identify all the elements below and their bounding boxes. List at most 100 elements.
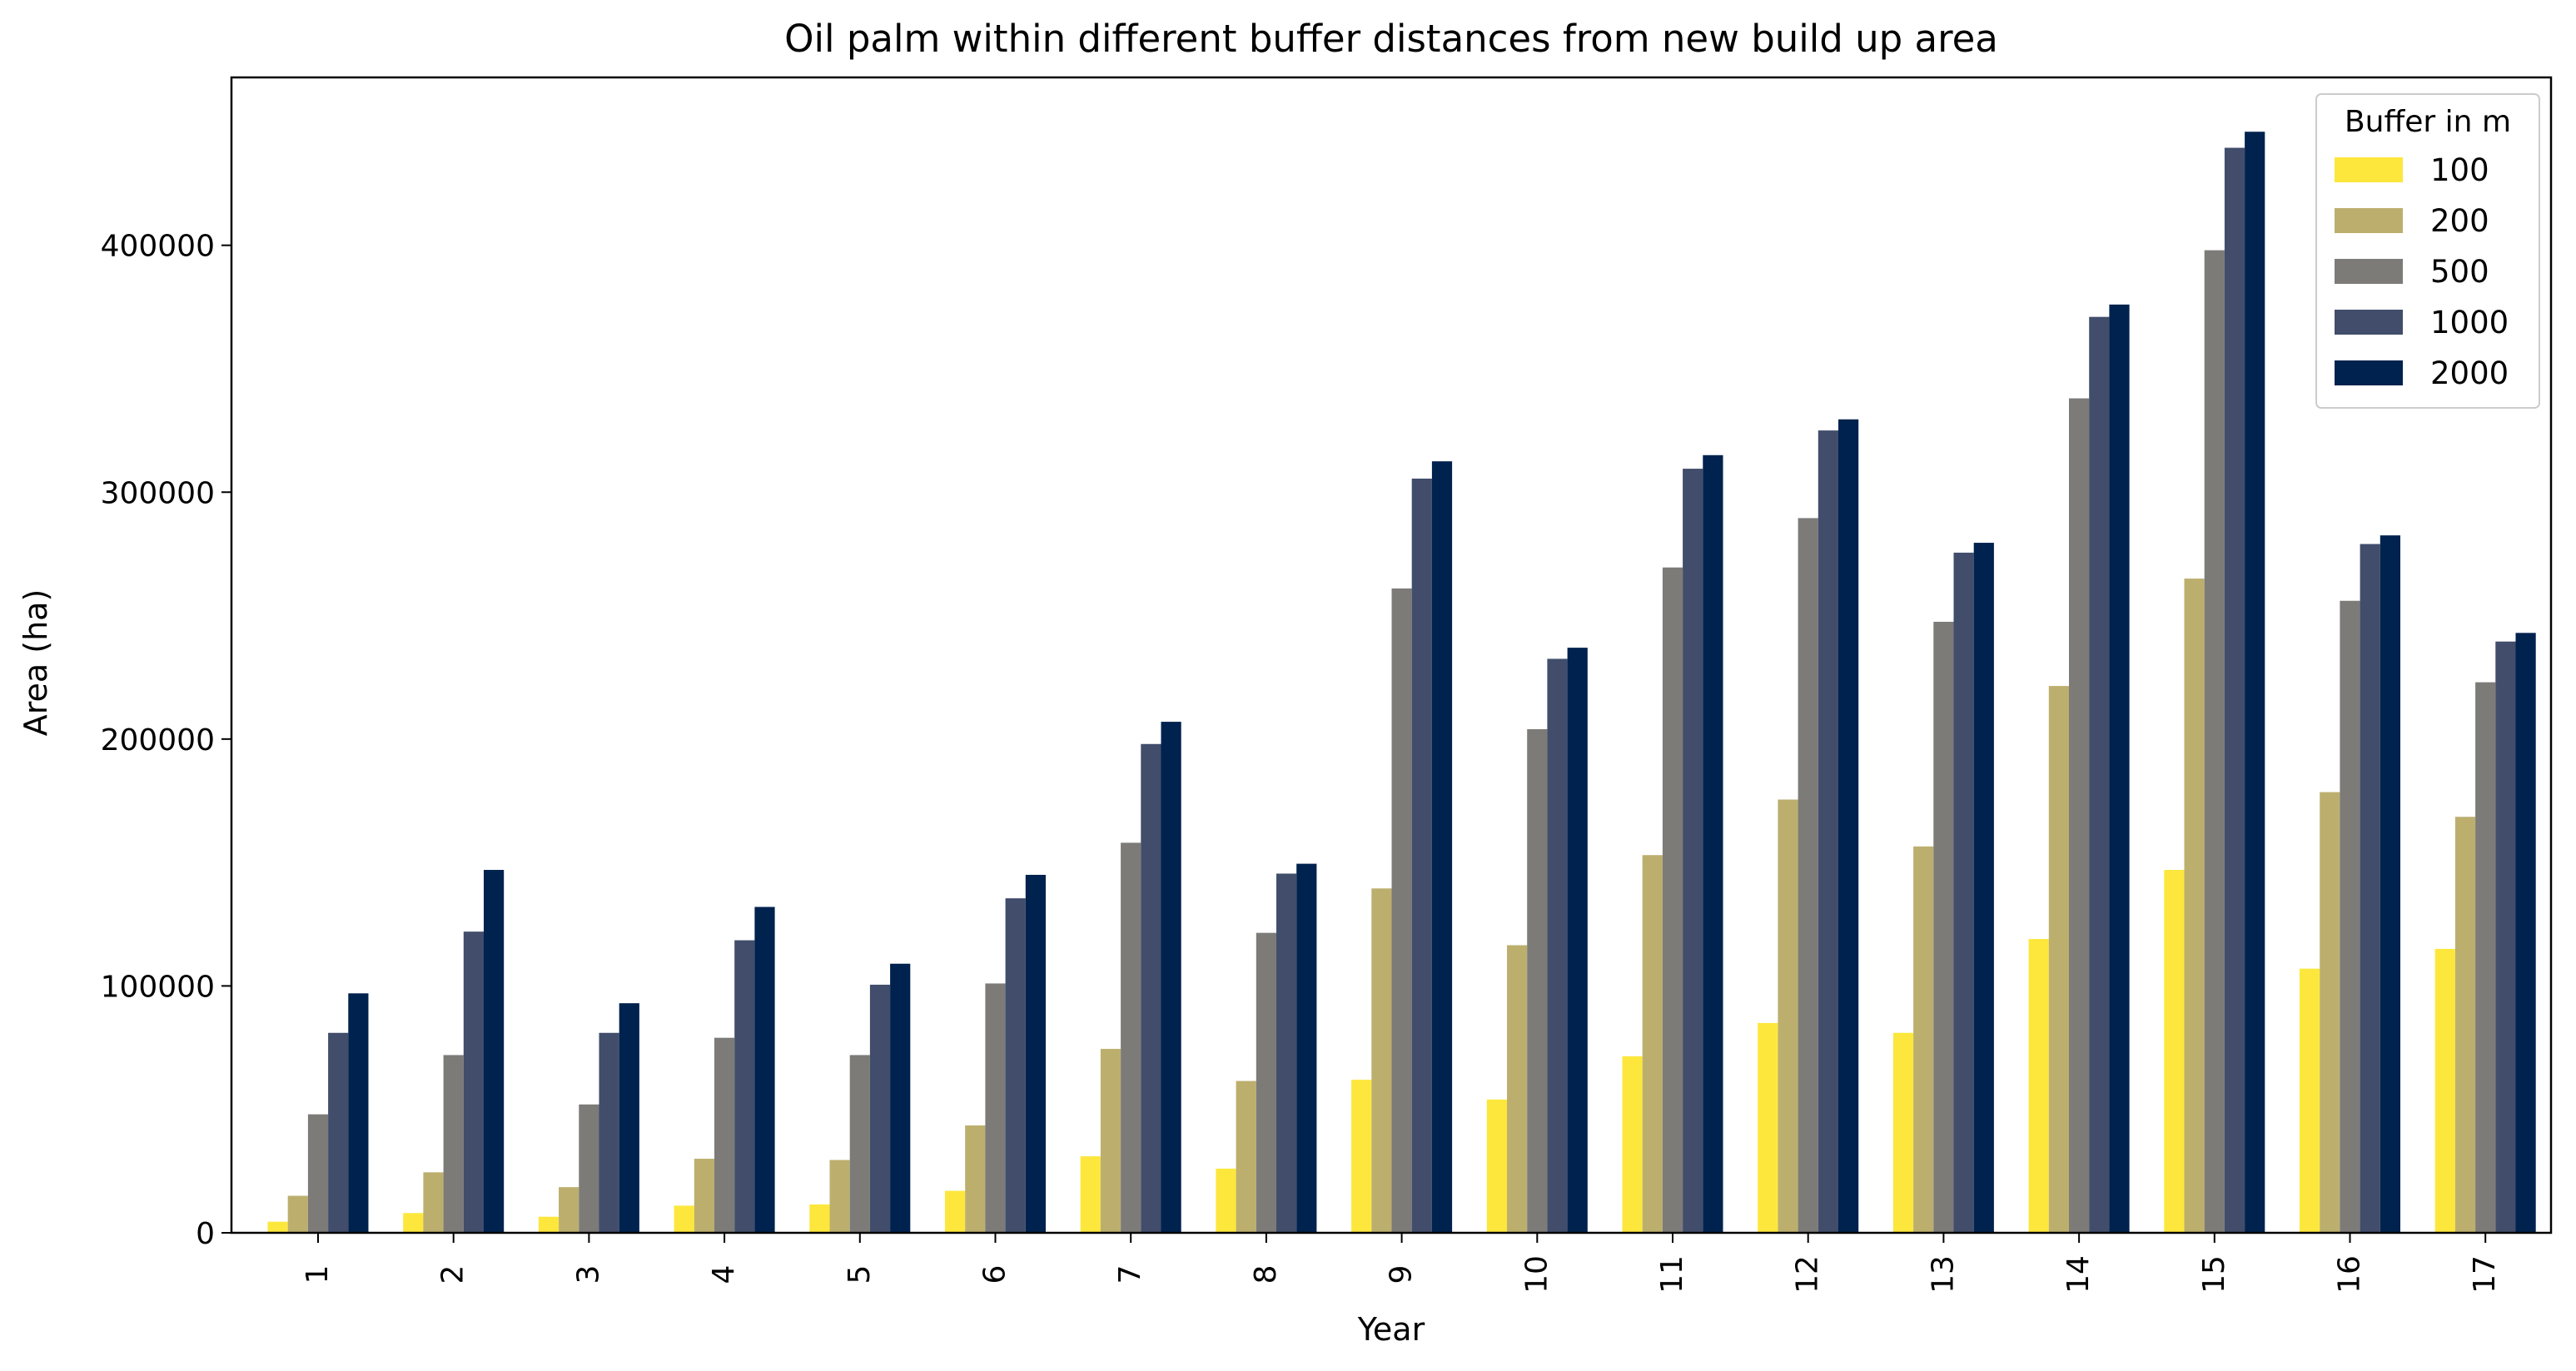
bar-year-1-buffer-200 [287, 1195, 308, 1233]
bar-year-14-buffer-2000 [2109, 304, 2130, 1234]
legend-swatch-100 [2335, 157, 2403, 182]
legend-title: Buffer in m [2345, 105, 2511, 139]
x-tick-label: 10 [1519, 1255, 1554, 1294]
bar-year-8-buffer-2000 [1296, 863, 1317, 1233]
bar-year-16-buffer-100 [2300, 968, 2320, 1233]
bar-year-3-buffer-100 [538, 1216, 559, 1233]
x-tick-label: 9 [1385, 1265, 1419, 1284]
y-tick-label: 300000 [101, 476, 215, 510]
bar-year-13-buffer-200 [1913, 846, 1934, 1233]
x-tick-label: 8 [1249, 1265, 1283, 1284]
y-tick-label: 400000 [101, 230, 215, 264]
bar-year-5-buffer-100 [809, 1204, 830, 1233]
bar-year-2-buffer-1000 [463, 931, 484, 1233]
bar-year-14-buffer-200 [2048, 686, 2069, 1233]
bar-year-17-buffer-1000 [2495, 641, 2516, 1233]
x-tick-label: 17 [2468, 1255, 2502, 1294]
bar-year-3-buffer-2000 [619, 1003, 639, 1233]
bar-year-9-buffer-500 [1391, 588, 1412, 1233]
bar-year-11-buffer-2000 [1703, 455, 1723, 1233]
bar-year-2-buffer-2000 [484, 870, 505, 1233]
bar-year-17-buffer-200 [2454, 817, 2476, 1233]
bar-year-10-buffer-500 [1527, 728, 1548, 1233]
bar-year-4-buffer-100 [674, 1205, 694, 1233]
bar-year-9-buffer-100 [1351, 1080, 1372, 1233]
bar-year-6-buffer-500 [985, 983, 1006, 1233]
y-tick-label: 0 [196, 1217, 215, 1251]
bar-year-6-buffer-2000 [1025, 874, 1046, 1233]
bar-year-4-buffer-1000 [734, 940, 755, 1233]
bar-year-17-buffer-500 [2475, 682, 2496, 1233]
bar-year-16-buffer-1000 [2360, 544, 2380, 1233]
bar-year-4-buffer-500 [714, 1037, 735, 1233]
chart-title: Oil palm within different buffer distanc… [784, 17, 1998, 61]
bar-year-9-buffer-1000 [1411, 478, 1432, 1233]
bar-year-3-buffer-200 [559, 1187, 579, 1233]
x-axis: 1 2 3 4 5 6 7 8 9 10 11 12 13 14 15 16 17 [301, 1233, 2502, 1294]
bar-year-1-buffer-2000 [348, 993, 369, 1233]
legend: Buffer in m 100 200 500 1000 2000 [2315, 93, 2540, 409]
x-tick-label: 2 [436, 1265, 470, 1284]
bar-year-10-buffer-1000 [1547, 658, 1568, 1233]
legend-label-100: 100 [2430, 152, 2489, 188]
bar-year-12-buffer-200 [1778, 799, 1798, 1233]
x-tick-label: 7 [1113, 1265, 1147, 1284]
bar-year-16-buffer-200 [2320, 792, 2340, 1233]
bar-year-4-buffer-200 [694, 1159, 714, 1233]
legend-label-2000: 2000 [2430, 355, 2509, 391]
bar-year-14-buffer-1000 [2089, 316, 2110, 1234]
bar-year-6-buffer-100 [945, 1190, 966, 1233]
bar-year-9-buffer-200 [1371, 888, 1392, 1233]
bar-year-8-buffer-1000 [1276, 873, 1297, 1233]
bar-year-13-buffer-100 [1892, 1032, 1914, 1233]
bar-year-12-buffer-2000 [1838, 419, 1859, 1233]
bar-year-10-buffer-2000 [1567, 648, 1588, 1233]
bar-year-11-buffer-200 [1642, 855, 1663, 1233]
bar-year-17-buffer-2000 [2515, 633, 2536, 1233]
bar-year-12-buffer-100 [1758, 1022, 1778, 1233]
bar-year-9-buffer-2000 [1431, 461, 1453, 1233]
bar-year-2-buffer-200 [423, 1172, 444, 1233]
bar-year-12-buffer-1000 [1818, 430, 1838, 1233]
bar-year-10-buffer-100 [1486, 1099, 1507, 1233]
bar-year-2-buffer-100 [403, 1213, 424, 1233]
bar-year-1-buffer-1000 [328, 1032, 349, 1233]
bar-year-5-buffer-2000 [890, 963, 911, 1233]
bar-year-15-buffer-500 [2204, 250, 2225, 1233]
x-tick-label: 16 [2333, 1255, 2367, 1294]
bar-year-15-buffer-2000 [2245, 132, 2265, 1233]
bar-year-11-buffer-500 [1662, 567, 1683, 1233]
x-tick-label: 6 [978, 1265, 1012, 1284]
x-tick-label: 5 [843, 1265, 877, 1284]
y-tick-label: 100000 [101, 970, 215, 1004]
bar-year-17-buffer-100 [2434, 948, 2455, 1233]
bar-year-3-buffer-500 [579, 1104, 599, 1233]
bar-year-10-buffer-200 [1507, 945, 1528, 1233]
y-axis: 0 100000 200000 300000 400000 [101, 230, 231, 1251]
bar-year-6-buffer-200 [965, 1125, 986, 1233]
legend-swatch-200 [2335, 208, 2403, 233]
bar-year-12-buffer-500 [1798, 518, 1818, 1233]
legend-label-200: 200 [2430, 203, 2489, 239]
x-tick-label: 4 [707, 1265, 741, 1284]
bar-year-7-buffer-500 [1121, 842, 1141, 1233]
bar-year-7-buffer-100 [1080, 1156, 1101, 1233]
y-tick-label: 200000 [101, 723, 215, 758]
bar-year-5-buffer-200 [829, 1160, 850, 1233]
bar-year-7-buffer-2000 [1161, 722, 1181, 1233]
bar-year-5-buffer-500 [849, 1055, 870, 1233]
bar-year-7-buffer-1000 [1141, 743, 1161, 1233]
bar-year-13-buffer-500 [1933, 621, 1954, 1233]
bar-year-14-buffer-500 [2069, 398, 2090, 1233]
x-tick-label: 3 [571, 1265, 605, 1284]
bar-year-7-buffer-200 [1100, 1049, 1121, 1233]
plot-frame [230, 76, 2553, 1234]
bar-year-1-buffer-500 [307, 1114, 329, 1233]
bar-year-16-buffer-2000 [2380, 535, 2400, 1233]
legend-swatch-1000 [2335, 310, 2403, 335]
bar-year-11-buffer-100 [1622, 1056, 1643, 1233]
bar-year-3-buffer-1000 [599, 1032, 619, 1233]
y-axis-label: Area (ha) [17, 589, 54, 737]
